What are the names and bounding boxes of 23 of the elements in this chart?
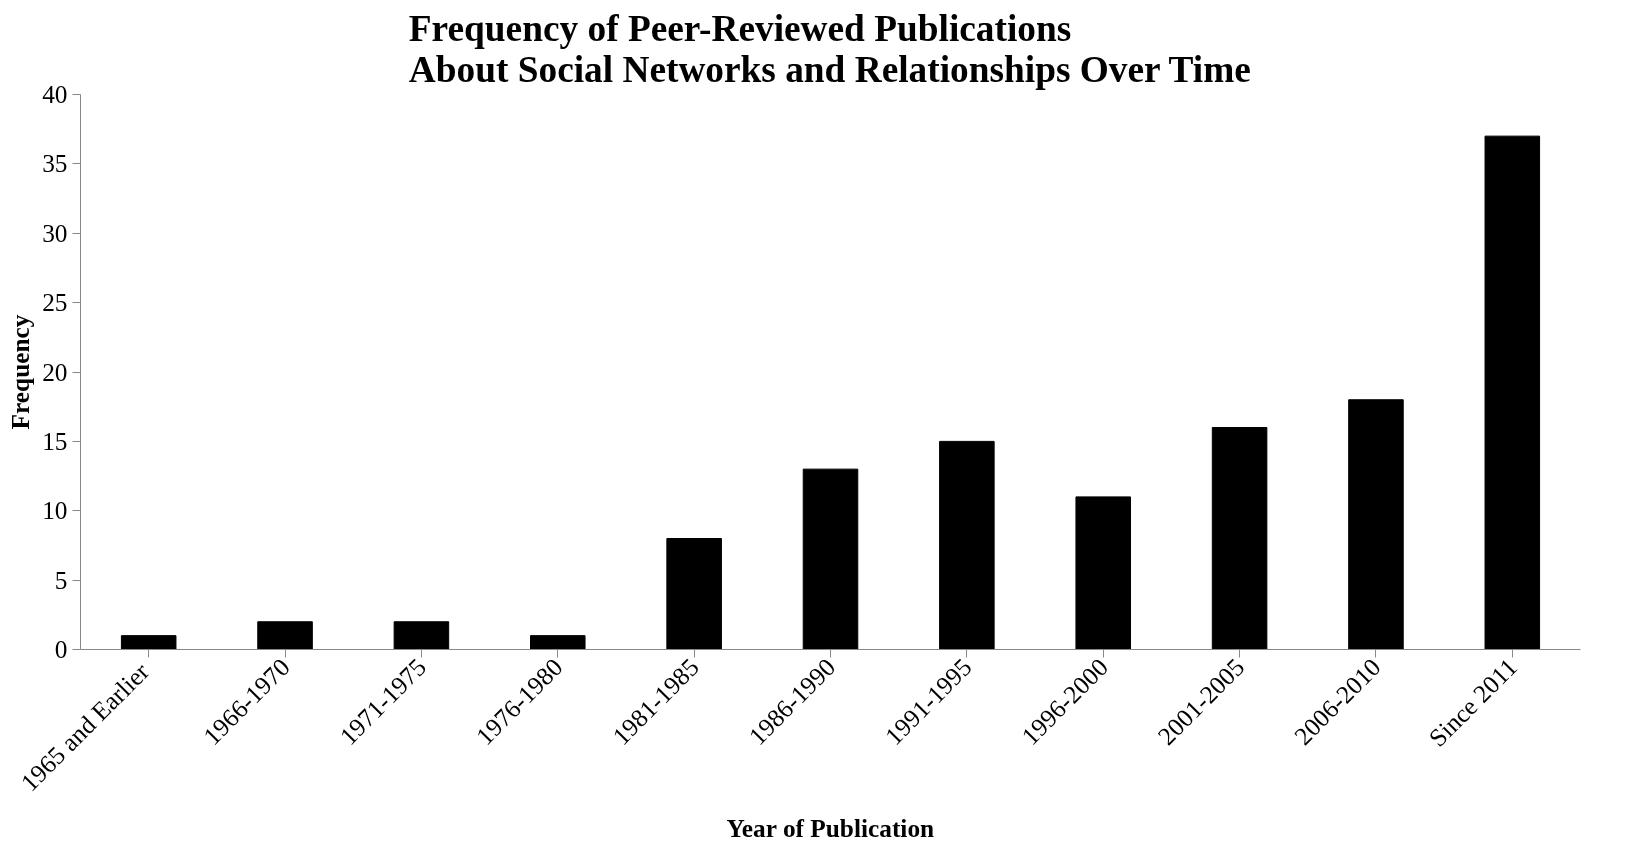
bar [1075, 496, 1131, 650]
y-tick-label: 30 [42, 218, 68, 247]
bar [1348, 399, 1404, 650]
x-axis-title: Year of Publication [726, 814, 935, 843]
bar [802, 468, 859, 650]
y-tick-label: 15 [42, 426, 68, 455]
bar [393, 621, 450, 650]
chart-title: Frequency of Peer-Reviewed Publications About Social Networks and Relationships Over Time [408, 7, 1251, 90]
bar [1211, 427, 1268, 650]
y-tick-label: 10 [42, 496, 68, 525]
y-tick-label: 25 [42, 288, 68, 317]
y-tick-label: 0 [54, 635, 68, 663]
bar [666, 538, 722, 650]
bar [939, 440, 995, 650]
bar [1484, 135, 1541, 650]
bar [120, 635, 177, 650]
y-axis-title: Frequency [6, 314, 35, 430]
bar [257, 621, 313, 650]
y-tick-label: 35 [42, 149, 68, 178]
bar [530, 635, 586, 650]
y-tick-label: 40 [42, 80, 68, 108]
y-tick-label: 5 [54, 565, 68, 594]
y-tick-label: 20 [42, 357, 68, 386]
